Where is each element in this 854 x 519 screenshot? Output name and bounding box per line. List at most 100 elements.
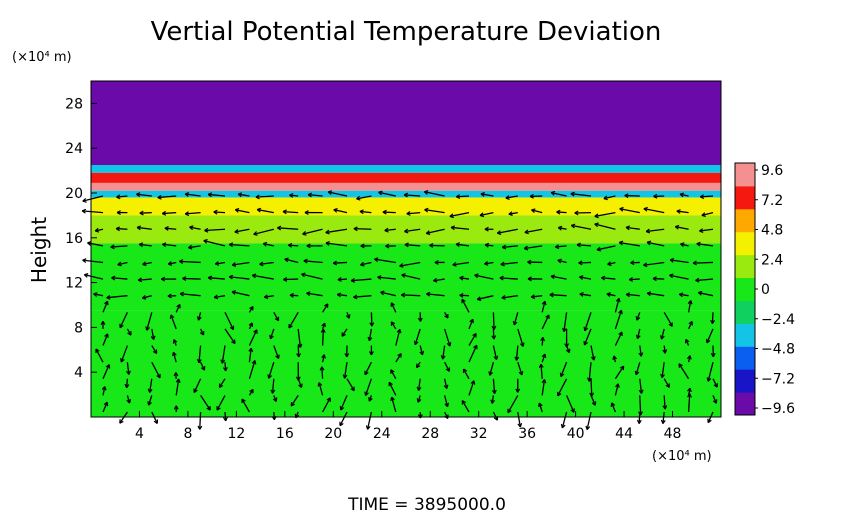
wind-arrow xyxy=(540,364,543,379)
wind-arrow-head xyxy=(538,363,544,368)
wind-arrow xyxy=(675,226,689,230)
wind-arrow-head xyxy=(104,300,109,306)
wind-arrow xyxy=(555,245,567,248)
wind-arrow-head xyxy=(556,209,561,215)
wind-arrow-head xyxy=(618,331,623,337)
wind-arrow xyxy=(663,345,666,354)
wind-arrow xyxy=(288,311,299,329)
x-tick-label: 4 xyxy=(135,426,144,442)
wind-arrow-head xyxy=(680,242,685,248)
wind-arrow xyxy=(711,312,714,324)
wind-arrow-head xyxy=(203,238,208,244)
wind-arrow-head xyxy=(344,353,350,358)
wind-arrow-head xyxy=(126,370,131,375)
wind-arrow-head xyxy=(476,296,482,302)
wind-arrow-head xyxy=(320,328,326,333)
wind-arrow-head xyxy=(490,399,496,404)
colorbar-segment xyxy=(735,346,755,370)
wind-arrow-head xyxy=(167,293,172,299)
wind-arrow-head xyxy=(459,275,464,281)
wind-arrow-head xyxy=(136,225,141,231)
wind-arrow xyxy=(269,328,275,340)
wind-arrow xyxy=(215,261,226,265)
wind-arrow-head xyxy=(426,291,431,297)
wind-arrow xyxy=(139,211,152,214)
wind-arrow-head xyxy=(662,405,668,410)
colorbar-segment xyxy=(735,185,755,210)
wind-arrow xyxy=(193,378,202,393)
wind-arrow xyxy=(480,193,494,197)
wind-arrow xyxy=(459,277,470,280)
wind-arrow-head xyxy=(635,316,641,321)
wind-arrow-head xyxy=(150,335,156,340)
wind-arrow-head xyxy=(262,241,268,247)
wind-arrow-head xyxy=(687,393,692,398)
wind-arrow xyxy=(652,277,665,280)
wind-arrow xyxy=(277,227,299,230)
wind-arrow xyxy=(382,211,396,214)
wind-arrow xyxy=(468,344,478,363)
wind-arrow xyxy=(146,312,153,331)
heatmap-band-0 xyxy=(91,81,721,165)
wind-arrow-head xyxy=(304,210,309,216)
wind-arrow xyxy=(558,226,567,230)
wind-arrow xyxy=(443,378,448,389)
wind-arrow xyxy=(590,378,593,397)
wind-arrow-head xyxy=(512,320,518,326)
wind-arrow xyxy=(102,401,108,413)
wind-arrow-head xyxy=(241,398,246,404)
wind-arrow xyxy=(390,321,397,330)
wind-arrow xyxy=(370,312,373,327)
wind-arrow-head xyxy=(139,210,144,216)
wind-arrow-head xyxy=(493,355,499,360)
wind-arrow-head xyxy=(549,292,554,298)
wind-arrow xyxy=(359,210,372,214)
wind-arrow xyxy=(339,411,348,427)
wind-arrow-head xyxy=(461,400,467,405)
wind-arrow xyxy=(102,333,109,346)
wind-arrow xyxy=(390,369,397,380)
wind-arrow xyxy=(102,364,110,380)
wind-arrow xyxy=(712,395,717,404)
wind-arrow-head xyxy=(586,377,592,382)
wind-arrow-head xyxy=(505,195,510,200)
wind-arrow xyxy=(366,411,373,430)
wind-arrow xyxy=(578,261,592,264)
wind-arrow-head xyxy=(306,291,311,297)
wind-arrow-head xyxy=(570,191,575,197)
wind-arrow xyxy=(625,226,640,230)
wind-arrow xyxy=(82,259,104,264)
wind-arrow xyxy=(452,261,470,266)
wind-arrow xyxy=(586,411,592,430)
y-tick-label: 8 xyxy=(74,320,83,336)
wind-arrow xyxy=(614,310,623,330)
wind-arrow-head xyxy=(290,401,296,407)
wind-arrow xyxy=(82,210,104,214)
wind-arrow-head xyxy=(390,369,395,374)
wind-arrow xyxy=(661,362,665,378)
wind-arrow xyxy=(168,261,177,265)
wind-arrow-head xyxy=(601,275,606,281)
wind-arrow xyxy=(102,386,106,396)
wind-arrow xyxy=(255,195,274,198)
wind-arrow-head xyxy=(561,327,567,332)
wind-arrow xyxy=(687,300,692,313)
wind-arrow xyxy=(497,228,518,234)
wind-arrow-head xyxy=(404,242,409,248)
wind-arrow xyxy=(643,208,665,214)
wind-arrow-head xyxy=(284,257,289,263)
wind-arrow xyxy=(557,378,568,397)
colorbar-segment xyxy=(735,277,755,301)
wind-arrow-head xyxy=(674,224,680,230)
wind-arrow xyxy=(492,312,495,330)
wind-arrow xyxy=(268,361,275,379)
wind-arrow xyxy=(142,261,152,266)
wind-arrow-head xyxy=(413,340,419,346)
wind-arrow xyxy=(248,360,256,379)
wind-arrow-head xyxy=(591,401,597,406)
wind-arrow-head xyxy=(500,261,505,267)
wind-arrow xyxy=(451,226,470,230)
wind-arrow-head xyxy=(643,206,648,212)
wind-arrow xyxy=(231,291,250,297)
wind-arrow xyxy=(199,411,202,430)
